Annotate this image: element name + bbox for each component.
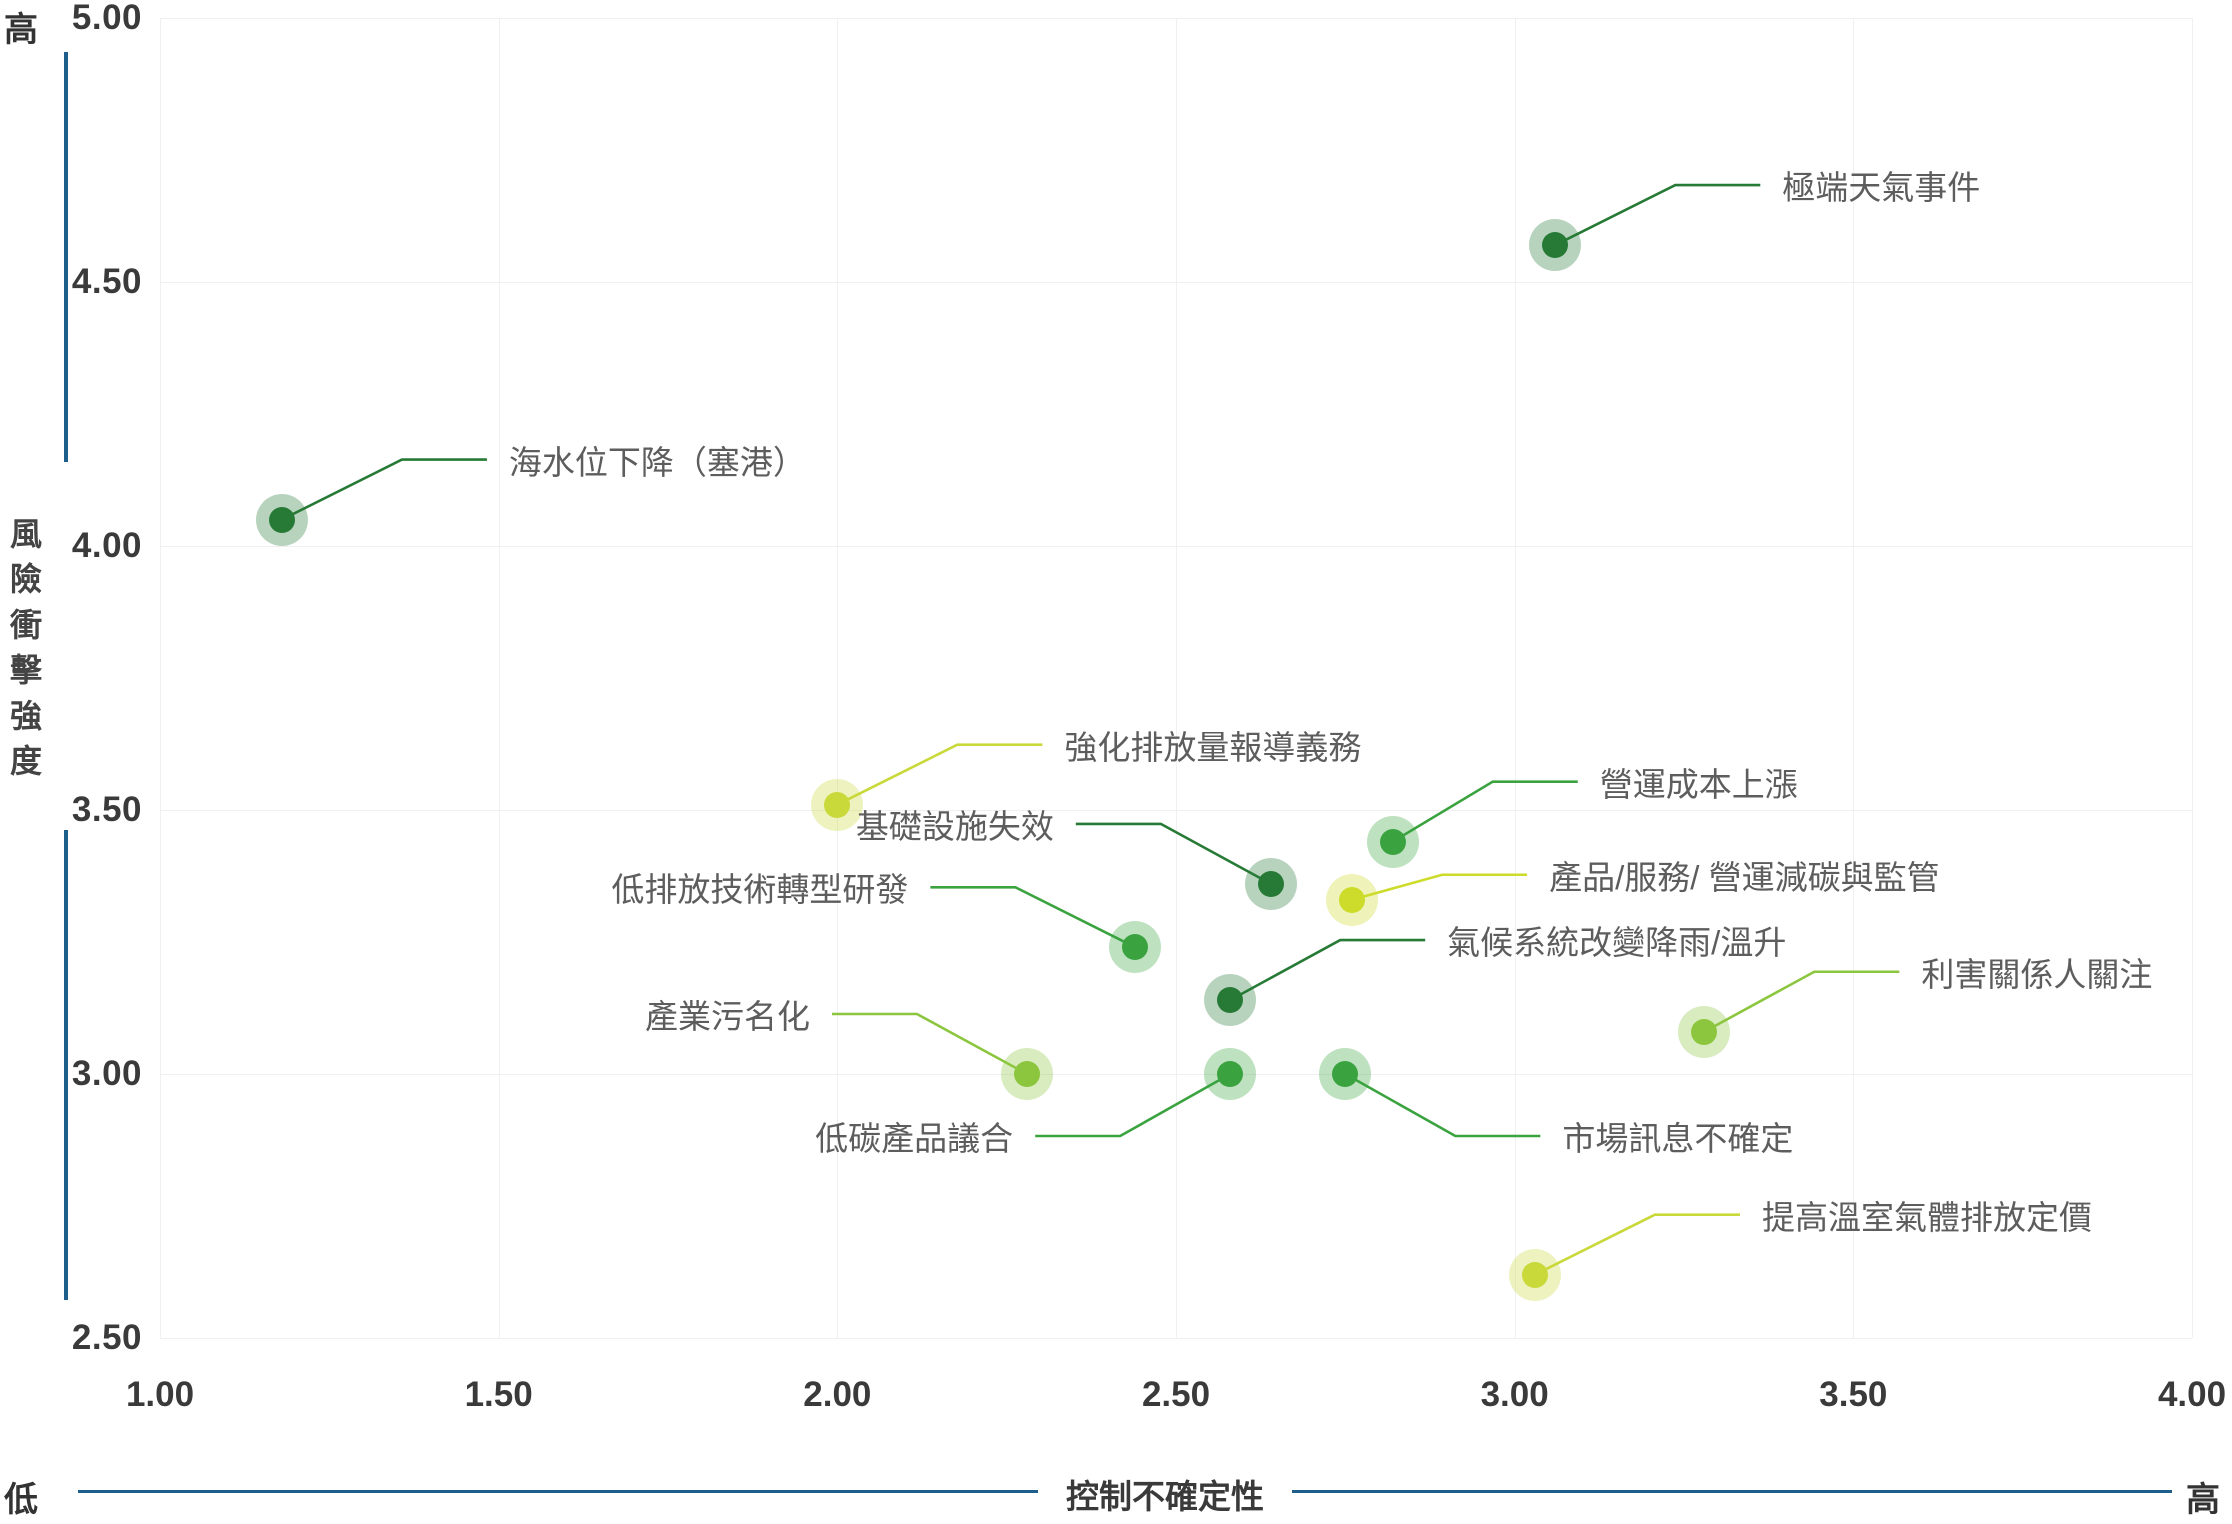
gridline-horizontal (160, 18, 2192, 19)
x-axis-tick-label: 1.50 (464, 1375, 533, 1414)
y-axis-high-marker: 高 (4, 11, 38, 49)
data-point[interactable] (1204, 1048, 1257, 1100)
gridline-vertical (1853, 18, 1855, 1338)
x-axis-rail-right (1292, 1490, 2172, 1493)
data-point-core (1691, 1018, 1718, 1045)
y-axis-tick-label: 4.50 (71, 262, 142, 301)
y-axis-tick-labels: 2.50 3.00 3.50 4.00 4.50 5.00 (0, 0, 150, 1524)
data-point-label: 基礎設施失效 (855, 807, 1054, 845)
data-point-core (1379, 828, 1406, 855)
data-point-core (1339, 886, 1366, 913)
data-point[interactable] (1000, 1048, 1053, 1100)
data-point[interactable] (1319, 1048, 1372, 1100)
gridline-horizontal (160, 282, 2192, 283)
y-axis-rail-upper (64, 52, 68, 462)
gridline-vertical (1176, 18, 1177, 1338)
gridline-vertical (2192, 18, 2193, 1338)
data-point-core (824, 791, 851, 818)
data-point[interactable] (255, 493, 308, 546)
gridline-horizontal (160, 546, 2192, 547)
data-point-label: 利害關係人關注 (1921, 955, 2153, 993)
x-axis-high-marker: 高 (2186, 1481, 2220, 1519)
data-point-core (1217, 987, 1244, 1014)
data-point[interactable] (811, 778, 864, 831)
data-point[interactable] (1109, 921, 1162, 974)
y-axis-tick-label: 3.00 (71, 1054, 142, 1093)
plot-area (160, 18, 2193, 1339)
y-axis-rail-lower (64, 830, 68, 1300)
data-point-label: 市場訊息不確定 (1562, 1120, 1794, 1157)
data-point[interactable] (1529, 219, 1582, 272)
data-point[interactable] (1204, 974, 1257, 1027)
data-point-label: 營運成本上漲 (1599, 765, 1798, 803)
gridline-horizontal (160, 810, 2192, 811)
y-axis-tick-label: 2.50 (71, 1318, 142, 1357)
gridline-vertical (498, 18, 500, 1338)
data-point-core (1122, 934, 1149, 961)
data-point-label: 海水位下降（塞港） (508, 443, 806, 481)
x-axis-tick-label: 3.00 (1480, 1375, 1549, 1414)
data-point-label: 極端天氣事件 (1782, 169, 1981, 207)
gridline-vertical (837, 18, 839, 1338)
x-axis-rail-left (78, 1490, 1038, 1493)
data-point-core (1217, 1061, 1244, 1087)
x-axis-tick-label: 1.00 (125, 1375, 195, 1414)
y-axis-tick-label: 4.00 (71, 526, 142, 565)
data-point[interactable] (1326, 873, 1379, 926)
x-axis-title: 控制不確定性 (1066, 1478, 1264, 1515)
gridline-horizontal (160, 1338, 2192, 1339)
y-axis-tick-label: 3.50 (71, 790, 142, 829)
y-axis-title: 風險衝擊強度 (9, 516, 42, 780)
x-axis-tick-label: 2.00 (803, 1375, 872, 1414)
data-point[interactable] (1366, 815, 1419, 868)
data-point-label: 低排放技術轉型研發 (611, 871, 909, 909)
data-point-label: 提高溫室氣體排放定價 (1761, 1198, 2092, 1236)
data-point-core (1332, 1061, 1359, 1087)
gridline-vertical (1514, 18, 1516, 1338)
data-point-core (1542, 232, 1569, 259)
data-point[interactable] (1508, 1248, 1561, 1301)
data-point[interactable] (1678, 1005, 1731, 1058)
x-axis-tick-label: 4.00 (2157, 1375, 2227, 1414)
data-point-core (1257, 870, 1284, 897)
x-axis-tick-label: 3.50 (1819, 1375, 1888, 1414)
data-point-core (1013, 1061, 1040, 1087)
data-point-label: 產品/服務/ 營運減碳與監管 (1549, 858, 1940, 896)
data-point-label: 強化排放量報導義務 (1064, 728, 1362, 766)
data-point-label: 氣候系統改變降雨/溫升 (1447, 924, 1787, 962)
gridline-vertical (160, 18, 161, 1338)
data-point-label: 產業污名化 (644, 998, 810, 1035)
data-point[interactable] (1244, 857, 1297, 910)
x-axis-low-marker: 低 (4, 1481, 38, 1519)
data-point-core (1521, 1261, 1548, 1288)
x-axis-tick-label: 2.50 (1141, 1375, 1211, 1414)
data-point-core (268, 506, 295, 533)
data-point-label: 低碳產品議合 (815, 1120, 1014, 1157)
y-axis-tick-label: 5.00 (71, 0, 142, 37)
